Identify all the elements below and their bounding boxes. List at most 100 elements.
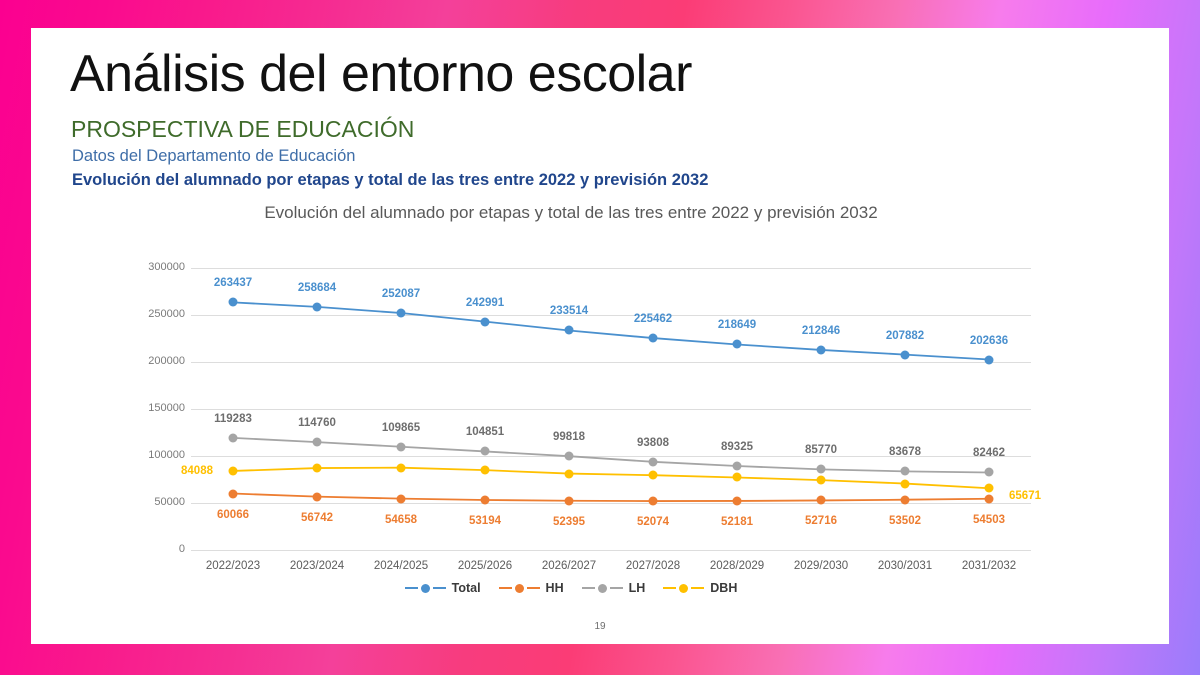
data-label-hh: 54503 bbox=[973, 513, 1005, 526]
data-point-total bbox=[900, 350, 910, 360]
data-label-total: 218649 bbox=[717, 319, 757, 332]
chart-gridline bbox=[191, 503, 1031, 504]
data-point-total bbox=[816, 345, 826, 355]
data-label-hh: 60066 bbox=[217, 508, 249, 521]
data-point-dbh bbox=[480, 465, 490, 475]
data-point-lh bbox=[564, 451, 574, 461]
slide-canvas: Análisis del entorno escolar PROSPECTIVA… bbox=[31, 28, 1169, 644]
legend-label: LH bbox=[628, 581, 646, 595]
data-point-total bbox=[228, 297, 238, 307]
data-point-hh bbox=[564, 496, 574, 506]
series-line-dbh bbox=[232, 466, 990, 490]
data-point-dbh bbox=[648, 470, 658, 480]
data-label-total: 252087 bbox=[381, 288, 421, 301]
legend-item-total[interactable]: Total bbox=[404, 581, 481, 595]
data-label-hh: 54658 bbox=[385, 513, 417, 526]
legend-marker-icon bbox=[514, 583, 524, 593]
data-point-hh bbox=[396, 494, 406, 504]
data-point-dbh bbox=[228, 466, 238, 476]
data-label-lh: 114760 bbox=[298, 417, 336, 430]
y-axis-tick-label: 0 bbox=[178, 543, 185, 555]
data-label-hh: 53502 bbox=[889, 514, 921, 527]
legend-line-icon bbox=[691, 586, 705, 590]
data-point-total bbox=[312, 302, 322, 312]
data-point-total bbox=[480, 317, 490, 327]
data-label-hh: 53194 bbox=[469, 514, 501, 527]
chart-legend: Total HH LH DBH bbox=[91, 581, 1051, 595]
data-point-total bbox=[564, 325, 574, 335]
legend-item-dbh[interactable]: DBH bbox=[663, 581, 737, 595]
legend-label: DBH bbox=[710, 581, 738, 595]
data-label-total: 202636 bbox=[969, 334, 1009, 347]
data-point-total bbox=[984, 355, 994, 365]
chart-series-lines bbox=[232, 301, 990, 502]
data-label-lh: 82462 bbox=[973, 447, 1005, 460]
data-label-hh: 52074 bbox=[637, 516, 669, 529]
legend-marker-icon bbox=[679, 583, 689, 593]
y-axis-tick-label: 150000 bbox=[148, 402, 185, 414]
y-axis-tick-label: 50000 bbox=[154, 496, 185, 508]
legend-marker-icon bbox=[597, 583, 607, 593]
chart-gridline bbox=[191, 268, 1031, 269]
data-point-dbh bbox=[816, 475, 826, 485]
data-label-dbh: 65671 bbox=[1009, 490, 1041, 503]
data-point-hh bbox=[732, 496, 742, 506]
x-axis-tick-label: 2031/2032 bbox=[961, 560, 1017, 572]
legend-item-hh[interactable]: HH bbox=[498, 581, 564, 595]
data-label-lh: 109865 bbox=[381, 421, 421, 434]
data-source-label: Datos del Departamento de Educación bbox=[72, 147, 356, 165]
y-axis-tick-label: 300000 bbox=[148, 261, 185, 273]
x-axis-tick-label: 2027/2028 bbox=[625, 560, 681, 572]
data-label-total: 263437 bbox=[213, 277, 253, 290]
data-point-lh bbox=[816, 464, 826, 474]
chart-gridline bbox=[191, 315, 1031, 316]
data-point-lh bbox=[648, 457, 658, 467]
data-label-hh: 56742 bbox=[301, 511, 333, 524]
x-axis-tick-label: 2022/2023 bbox=[205, 560, 261, 572]
data-label-dbh: 84088 bbox=[181, 464, 213, 477]
data-label-lh: 99818 bbox=[553, 431, 585, 444]
data-point-dbh bbox=[732, 472, 742, 482]
data-point-lh bbox=[900, 466, 910, 476]
data-point-hh bbox=[228, 489, 238, 499]
legend-line-icon bbox=[609, 586, 623, 590]
data-label-total: 233514 bbox=[549, 305, 589, 318]
series-line-hh bbox=[232, 492, 990, 502]
legend-line-icon bbox=[432, 586, 446, 590]
data-point-lh bbox=[984, 467, 994, 477]
data-point-dbh bbox=[564, 469, 574, 479]
data-point-lh bbox=[480, 446, 490, 456]
data-point-hh bbox=[816, 495, 826, 505]
data-label-total: 207882 bbox=[885, 329, 925, 342]
page-number: 19 bbox=[594, 621, 606, 632]
legend-line-icon bbox=[526, 586, 540, 590]
data-label-lh: 85770 bbox=[805, 444, 837, 457]
x-axis-tick-label: 2028/2029 bbox=[709, 560, 765, 572]
data-point-total bbox=[732, 339, 742, 349]
data-point-dbh bbox=[984, 483, 994, 493]
x-axis-tick-label: 2029/2030 bbox=[793, 560, 849, 572]
data-point-dbh bbox=[396, 463, 406, 473]
chart-gridline bbox=[191, 456, 1031, 457]
data-point-total bbox=[396, 308, 406, 318]
chart-description-label: Evolución del alumnado por etapas y tota… bbox=[72, 171, 709, 189]
data-point-lh bbox=[228, 433, 238, 443]
chart-title: Evolución del alumnado por etapas y tota… bbox=[264, 203, 878, 222]
x-axis-tick-label: 2030/2031 bbox=[877, 560, 933, 572]
data-label-lh: 93808 bbox=[637, 436, 669, 449]
legend-line-icon bbox=[663, 586, 677, 590]
x-axis-tick-label: 2024/2025 bbox=[373, 560, 429, 572]
legend-label: HH bbox=[545, 581, 564, 595]
legend-item-lh[interactable]: LH bbox=[581, 581, 646, 595]
data-point-dbh bbox=[312, 463, 322, 473]
data-label-total: 212846 bbox=[801, 324, 841, 337]
data-label-lh: 89325 bbox=[721, 441, 753, 454]
chart-gridline bbox=[191, 409, 1031, 410]
data-label-total: 242991 bbox=[465, 296, 505, 309]
data-point-dbh bbox=[900, 479, 910, 489]
data-point-hh bbox=[480, 495, 490, 505]
data-label-total: 258684 bbox=[297, 281, 337, 294]
x-axis-tick-label: 2026/2027 bbox=[541, 560, 597, 572]
data-point-lh bbox=[312, 437, 322, 447]
data-point-hh bbox=[900, 495, 910, 505]
